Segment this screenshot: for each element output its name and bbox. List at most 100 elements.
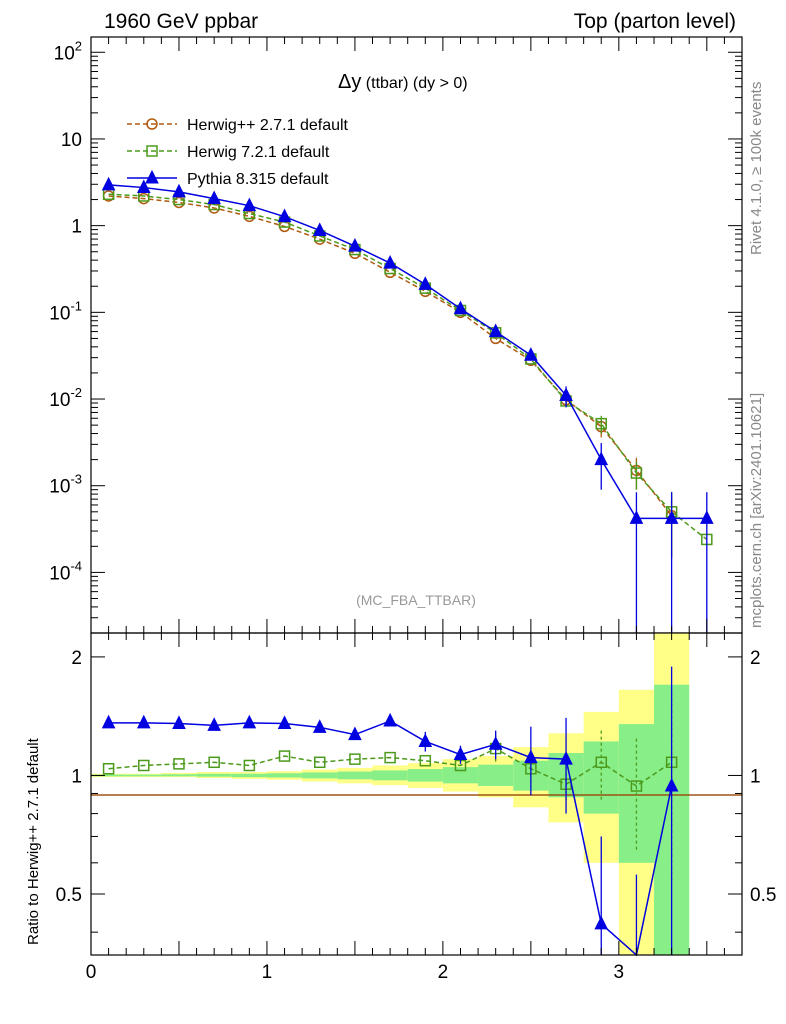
- band-green: [196, 773, 232, 777]
- y-tick-label: 102: [54, 38, 82, 64]
- pythia-point: [664, 510, 679, 524]
- herwig7-ratio-point: [102, 762, 115, 775]
- header-right: Top (parton level): [574, 10, 736, 33]
- pythia-series: [101, 176, 714, 633]
- pythia-ratio-point: [172, 715, 186, 729]
- pythia-point: [101, 176, 116, 191]
- pythia-point: [277, 208, 292, 223]
- main-series-layer: [101, 176, 714, 633]
- pythia-point: [207, 190, 221, 205]
- legend: Herwig++ 2.7.1 default Herwig 7.2.1 defau…: [127, 117, 349, 188]
- herwigpp-point: [384, 266, 396, 279]
- pythia-point: [594, 451, 609, 466]
- band-green: [161, 774, 197, 777]
- herwig7-ratio-point: [630, 780, 643, 792]
- analysis-label: (MC_FBA_TTBAR): [356, 592, 476, 608]
- legend-marker-pythia: [145, 169, 159, 184]
- pythia-point: [312, 222, 327, 236]
- pythia-ratio-point: [418, 733, 433, 747]
- band-green: [126, 774, 162, 777]
- herwig7-ratio-point: [419, 754, 432, 767]
- herwig7-point: [630, 467, 643, 479]
- pythia-line: [108, 184, 707, 520]
- ratio-series-layer: [101, 666, 679, 957]
- y-tick-label-exponent: -1: [70, 298, 82, 313]
- pythia-ratio-point: [453, 746, 468, 761]
- pythia-ratio-point: [207, 717, 221, 731]
- ratio-y-axis-label: Ratio to Herwig++ 2.7.1 default: [25, 737, 42, 945]
- herwig7-point: [595, 417, 607, 430]
- x-tick-label: 1: [262, 962, 273, 983]
- pythia-ratio-point: [136, 714, 151, 729]
- herwig7-ratio-point: [278, 750, 291, 762]
- y-tick-label-base: 10: [49, 303, 70, 324]
- pythia-ratio-point: [101, 714, 116, 729]
- pythia-ratio-series: [101, 666, 679, 957]
- legend-label-herwigpp: Herwig++ 2.7.1 default: [187, 117, 349, 134]
- pythia-point: [242, 197, 257, 212]
- band-green: [478, 764, 514, 787]
- pythia-ratio-point: [664, 777, 679, 792]
- band-green: [442, 767, 479, 784]
- y-tick-label-base: 1: [71, 217, 82, 238]
- legend-label-herwig7: Herwig 7.2.1 default: [187, 144, 330, 161]
- y-tick-label-base: 10: [49, 563, 70, 584]
- y-tick-label-exponent: 2: [75, 38, 82, 53]
- herwig7-ratio-point: [595, 756, 607, 769]
- herwig7-ratio-point: [349, 753, 361, 765]
- band-green: [266, 773, 303, 778]
- band-green: [302, 772, 338, 779]
- pythia-point: [700, 510, 714, 524]
- band-green: [231, 773, 267, 778]
- plot-title-sub: (ttbar) (dy > 0): [361, 75, 467, 92]
- pythia-point: [629, 510, 644, 524]
- pythia-point: [348, 238, 362, 252]
- pythia-point: [172, 183, 186, 198]
- pythia-point: [559, 387, 573, 401]
- herwig7-ratio-point: [243, 759, 256, 772]
- x-tick-label: 0: [86, 962, 97, 983]
- pythia-point: [418, 276, 433, 290]
- pythia-point: [136, 179, 151, 194]
- pythia-ratio-point: [524, 749, 538, 764]
- y-tick-label: 10-2: [49, 385, 82, 411]
- plot-title-main: Δy: [338, 71, 361, 93]
- ratio-axes-layer: 0.5 0.5 1 1 2 2 0 1 2 3: [56, 633, 776, 983]
- y-tick-label: 10: [61, 130, 82, 151]
- y-tick-label: 10-3: [49, 472, 82, 498]
- y-tick-label-exponent: -4: [70, 558, 82, 573]
- y-tick-label: 1: [71, 217, 82, 238]
- y-tick-label: 10-4: [49, 558, 82, 584]
- legend-label-pythia: Pythia 8.315 default: [187, 171, 329, 188]
- band-green: [91, 774, 127, 777]
- pythia-point: [453, 300, 468, 315]
- band-green: [372, 770, 408, 781]
- pythia-ratio-point: [348, 726, 362, 741]
- herwig7-ratio-point: [384, 751, 396, 764]
- pythia-ratio-point: [312, 719, 327, 733]
- pythia-ratio-point: [559, 751, 573, 765]
- mcplots-label: mcplots.cern.ch [arXiv:2401.10621]: [748, 393, 765, 628]
- y-tick-label-exponent: -3: [70, 472, 82, 487]
- pythia-point: [524, 347, 538, 361]
- herwigpp-line: [108, 195, 673, 517]
- ratio-y-tick-label-left: 2: [71, 648, 82, 669]
- rivet-label: Rivet 4.1.0, ≥ 100k events: [748, 82, 765, 255]
- herwig7-ratio-point: [173, 758, 185, 770]
- band-green: [337, 771, 373, 780]
- plot-title: Δy (ttbar) (dy > 0): [338, 71, 468, 93]
- herwig7-ratio-line: [108, 747, 673, 787]
- pythia-ratio-point: [383, 712, 397, 727]
- herwig7-ratio-point: [208, 756, 220, 769]
- pythia-ratio-point: [488, 736, 503, 750]
- y-tick-label-exponent: -2: [70, 385, 82, 400]
- ratio-panel: 0.5 0.5 1 1 2 2 0 1 2 3: [56, 632, 776, 983]
- herwig7-line: [108, 193, 708, 541]
- y-tick-label-base: 10: [49, 477, 70, 498]
- pythia-point: [383, 254, 397, 269]
- legend-marker-herwig7: [146, 145, 158, 157]
- legend-marker-herwigpp: [146, 118, 158, 130]
- y-tick-label-base: 10: [49, 390, 70, 411]
